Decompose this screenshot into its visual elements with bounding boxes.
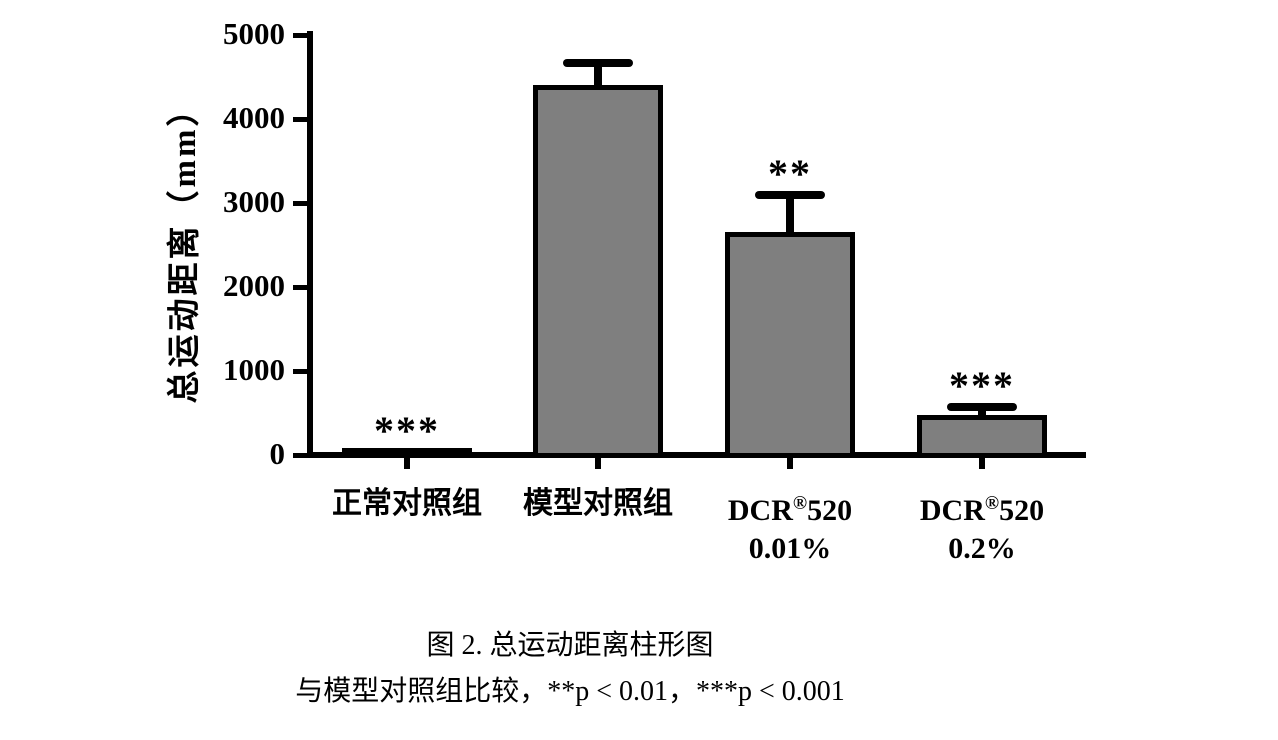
x-category-label-2: 模型对照组: [523, 487, 673, 520]
y-axis-line: [307, 31, 313, 458]
y-axis-tick: [293, 33, 307, 38]
significance-marker: ***: [374, 408, 440, 453]
y-tick-label: 5000: [223, 16, 285, 51]
error-bar-cap: [755, 190, 825, 199]
y-axis-tick: [293, 201, 307, 206]
x-axis-tick: [404, 458, 410, 469]
x-axis-line: [307, 452, 1086, 458]
y-tick-label: 3000: [223, 184, 285, 219]
bar-2: [533, 85, 663, 458]
product-number: 520: [807, 494, 853, 527]
y-axis-tick: [293, 285, 307, 290]
registered-trademark-symbol: ®: [984, 493, 1000, 514]
concentration-label: 0.2%: [948, 532, 1016, 565]
y-axis-tick: [293, 369, 307, 374]
bar-4: [917, 414, 1047, 458]
error-bar-stem: [786, 194, 794, 233]
product-name: DCR: [919, 494, 985, 527]
x-axis-tick: [595, 458, 601, 469]
significance-marker: ***: [949, 363, 1015, 409]
bar-1: [342, 448, 472, 458]
registered-trademark-symbol: ®: [792, 493, 808, 514]
caption-title: 图 2. 总运动距离柱形图: [426, 630, 714, 661]
caption-significance-note: 与模型对照组比较，**p < 0.01，***p < 0.001: [295, 676, 845, 707]
x-category-label-4: DCR®520 0.2%: [862, 485, 1102, 568]
y-tick-label: 4000: [223, 100, 285, 135]
x-axis-tick: [979, 458, 985, 469]
y-axis-tick: [293, 117, 307, 122]
x-category-label-3: DCR®520 0.01%: [670, 485, 910, 568]
bar-3: [725, 232, 855, 458]
figure-caption: 图 2. 总运动距离柱形图 与模型对照组比较，**p < 0.01，***p <…: [90, 631, 1050, 707]
error-bar-cap: [563, 58, 633, 67]
error-bar-cap: [947, 403, 1017, 412]
product-name: DCR: [727, 494, 793, 527]
concentration-label: 0.01%: [748, 532, 832, 565]
y-tick-label: 1000: [223, 352, 285, 387]
significance-marker: **: [768, 150, 812, 196]
y-tick-label: 2000: [223, 268, 285, 303]
error-bar-stem: [594, 62, 602, 86]
x-category-label-1: 正常对照组: [332, 487, 482, 520]
y-tick-label: 0: [269, 436, 286, 471]
y-axis-tick: [293, 453, 307, 458]
product-number: 520: [999, 494, 1045, 527]
x-axis-tick: [787, 458, 793, 469]
